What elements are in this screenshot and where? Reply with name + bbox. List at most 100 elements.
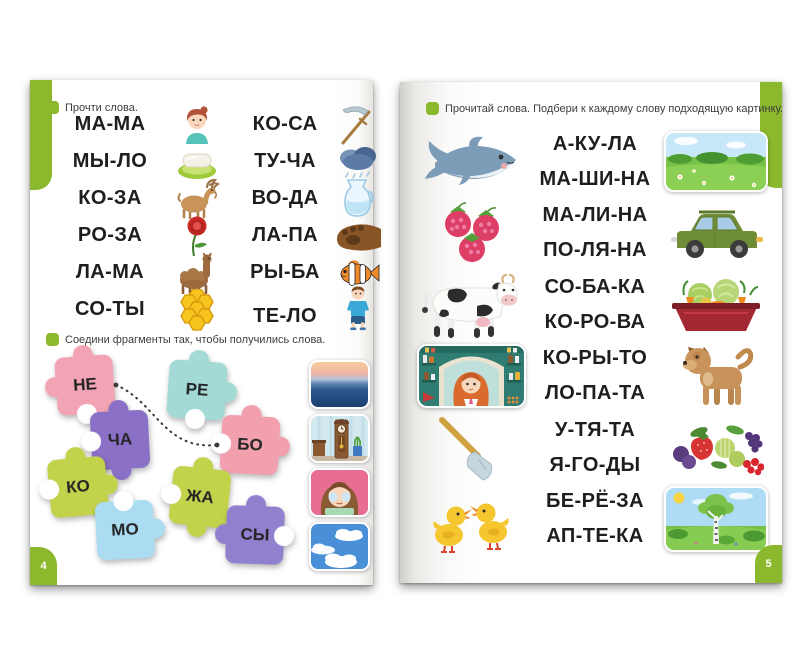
puzzle-notch — [184, 408, 206, 430]
word: ЛО-ПА-ТА — [544, 382, 646, 405]
puzzle-notch — [273, 525, 295, 547]
clownfish-icon — [336, 257, 380, 289]
word: ТЕ-ЛО — [253, 305, 317, 327]
match-row: У-ТЯ-ТА Я-ГО-ДЫ — [412, 412, 772, 484]
word: У-ТЯ-ТА — [554, 418, 636, 441]
green-bullet-icon — [426, 102, 439, 115]
rain-cloud-icon — [336, 143, 380, 181]
puzzle-notch — [160, 482, 183, 505]
puzzle-bump — [216, 381, 238, 403]
puzzle-bump — [44, 376, 66, 398]
word: ЛА-МА — [75, 261, 145, 283]
page-number-tab-left: 4 — [30, 547, 57, 585]
puzzle-piece-re: РЕ — [166, 349, 238, 430]
match-row: БЕ-РЁ-ЗА АП-ТЕ-КА — [412, 484, 772, 556]
word: СО-ТЫ — [75, 298, 145, 320]
cloudy-sky-picture — [309, 522, 370, 571]
puzzle-bump — [241, 404, 263, 426]
puzzle-bump — [214, 523, 236, 545]
word: ПО-ЛЯ-НА — [543, 239, 647, 262]
green-car-image — [660, 204, 772, 262]
read-words-grid: МА-МА КО-СА МЫ-ЛО ТУ-ЧА КО-ЗА ВО-ДА — [60, 105, 381, 331]
grandfather-clock-picture — [309, 414, 370, 463]
birch-landscape-picture — [660, 486, 772, 553]
puzzle-bump — [72, 344, 94, 366]
word: КО-ЗА — [78, 187, 142, 209]
word: А-КУ-ЛА — [552, 132, 638, 155]
puzzle-piece-label: КО — [65, 476, 91, 497]
word: КО-РЫ-ТО — [542, 347, 648, 370]
word-pair: СО-БА-КА КО-РО-ВА — [530, 270, 660, 340]
puzzle-piece-label: ЧА — [107, 429, 133, 450]
right-page: Прочитай слова. Подбери к каждому слову … — [400, 82, 783, 583]
match-row: СО-БА-КА КО-РО-ВА — [412, 269, 772, 341]
puzzle-piece-mo: МО — [94, 490, 166, 561]
left-page: Прочти слова. МА-МА КО-СА МЫ-ЛО ТУ-ЧА КО… — [30, 80, 381, 585]
word: РЫ-БА — [250, 261, 320, 283]
puzzle-piece-bo: БО — [210, 404, 291, 476]
puzzle-picture-column — [309, 360, 370, 571]
vegetable-trough-image — [660, 277, 772, 333]
word: СО-БА-КА — [544, 275, 646, 298]
word: МА-ЛИ-НА — [542, 204, 648, 227]
header-text: Прочитай слова. Подбери к каждому слову … — [445, 102, 783, 115]
ducklings-image — [412, 485, 530, 554]
word: ТУ-ЧА — [254, 150, 316, 172]
puzzle-bump — [185, 515, 208, 538]
green-corner-decoration — [30, 80, 52, 190]
word: БЕ-РЁ-ЗА — [546, 490, 644, 513]
boy-body-icon — [336, 285, 380, 331]
crying-girl-picture — [309, 468, 370, 517]
scythe-icon — [335, 105, 381, 145]
rose-icon — [178, 215, 216, 257]
word: Я-ГО-ДЫ — [549, 453, 641, 476]
word: МА-МА — [74, 113, 146, 135]
puzzle-header: Соедини фрагменты так, чтобы получились … — [46, 333, 325, 346]
green-bullet-icon — [46, 333, 59, 346]
bear-paw-icon — [335, 219, 381, 253]
puzzle-piece-label: РЕ — [185, 379, 210, 400]
puzzle-bump — [107, 399, 129, 421]
word-pair: КО-РЫ-ТО ЛО-ПА-ТА — [530, 341, 660, 411]
puzzle-bump — [245, 494, 267, 516]
match-row: КО-РЫ-ТО ЛО-ПА-ТА — [412, 341, 772, 413]
word-pair: У-ТЯ-ТА Я-ГО-ДЫ — [530, 413, 660, 483]
puzzle-notch — [80, 431, 102, 453]
puzzle-bump — [64, 446, 87, 468]
puzzle-piece-label: СЫ — [240, 524, 270, 545]
match-words-header: Прочитай слова. Подбери к каждому слову … — [426, 102, 783, 115]
word: РО-ЗА — [77, 224, 143, 246]
raspberries-image — [412, 201, 530, 265]
llama-icon — [175, 252, 219, 294]
match-row: А-КУ-ЛА МА-ШИ-НА — [412, 126, 772, 198]
honeycomb-icon — [177, 288, 217, 331]
read-words-header: Прочти слова. — [46, 101, 138, 114]
puzzle-notch — [210, 432, 232, 454]
match-rows: А-КУ-ЛА МА-ШИ-НА МА-ЛИ-НА ПО-ЛЯ-НА — [412, 126, 772, 555]
puzzle-piece-ne: НЕ — [44, 344, 116, 425]
word: МЫ-ЛО — [72, 150, 148, 172]
page-number: 4 — [40, 560, 47, 572]
puzzle-bump — [144, 517, 166, 539]
word: МА-ШИ-НА — [539, 167, 651, 190]
puzzle-piece-label: НЕ — [72, 374, 98, 395]
word-pair: А-КУ-ЛА МА-ШИ-НА — [530, 127, 660, 197]
match-row: МА-ЛИ-НА ПО-ЛЯ-НА — [412, 198, 772, 270]
pharmacy-picture — [412, 344, 530, 409]
shark-image — [412, 133, 530, 191]
soap-icon — [175, 143, 219, 181]
puzzle-bump — [269, 436, 291, 458]
page-number: 5 — [765, 558, 772, 570]
water-jug-icon — [340, 178, 376, 220]
puzzle-bump — [188, 349, 210, 371]
mother-icon — [177, 105, 217, 145]
page-number-tab-right: 5 — [755, 545, 782, 583]
puzzle-notch — [38, 478, 60, 501]
puzzle-bump — [192, 456, 215, 479]
berries-image — [660, 420, 772, 476]
header-text: Прочти слова. — [65, 101, 138, 114]
puzzle-piece-sy: СЫ — [214, 494, 295, 565]
word: КО-СА — [252, 113, 318, 135]
word: ЛА-ПА — [252, 224, 318, 246]
